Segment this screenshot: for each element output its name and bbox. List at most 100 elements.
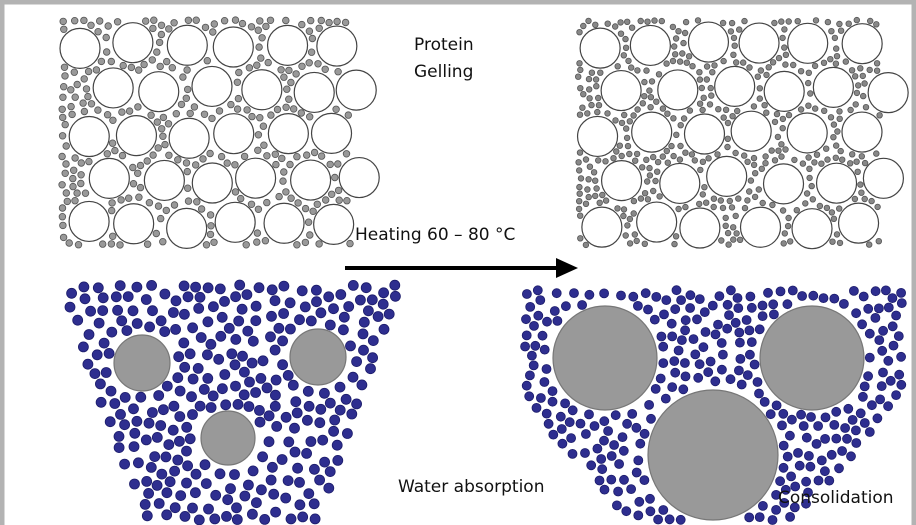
particle [742,316,751,325]
particle [234,79,241,86]
particle [154,119,161,126]
particle [665,111,671,117]
particle [659,342,668,351]
particle [175,386,185,396]
large-particle [93,68,133,108]
particle [66,240,73,247]
particle [217,384,227,394]
particle [734,108,740,114]
particle [231,381,241,391]
particle [700,159,706,165]
large-particle [144,160,184,200]
particle [235,280,245,290]
particle [697,69,703,75]
particle [108,207,115,214]
particle [780,208,786,214]
particle [300,302,310,312]
large-particle [213,27,253,67]
particle [645,197,651,203]
particle [316,25,323,32]
particle [235,95,242,102]
particle [63,190,70,197]
particle [674,132,680,138]
particle [211,490,221,500]
particle [215,284,225,294]
particle [527,351,536,360]
particle [614,487,623,496]
particle [681,372,690,381]
particle [612,24,618,30]
particle [577,61,583,67]
particle [640,429,649,438]
particle [839,299,848,308]
particle [838,148,844,154]
particle [173,110,180,117]
particle [147,280,157,290]
particle [629,292,638,301]
particle [835,464,844,473]
particle [557,425,566,434]
particle [670,24,676,30]
large-particle [741,207,781,247]
particle [290,106,297,113]
particle [827,450,836,459]
particle [316,308,326,318]
particle [631,113,637,119]
particle [745,350,754,359]
particle [199,384,209,394]
particle [782,27,788,33]
particle [107,327,117,337]
particle [832,434,841,443]
particle [657,332,666,341]
particle [595,95,601,101]
particle [136,194,143,201]
particle [672,286,681,295]
particle [647,414,656,423]
particle [262,237,269,244]
particle [576,160,582,166]
particle [536,394,545,403]
particle [721,58,727,64]
particle [586,177,592,183]
large-particle [839,203,879,243]
particle [320,457,330,467]
particle [308,49,315,56]
particle [243,480,253,490]
particle [59,106,66,113]
particle [683,150,689,156]
particle [834,232,840,238]
particle [170,503,180,513]
particle [200,460,210,470]
particle [755,513,764,522]
particle [154,499,164,509]
particle [854,90,860,96]
particle [525,392,534,401]
large-particle [192,66,232,106]
particle [68,87,75,94]
particle [733,150,739,156]
particle [736,354,745,363]
particle [567,434,576,443]
particle [173,455,183,465]
particle [862,160,868,166]
particle [585,290,594,299]
particle [775,134,781,140]
particle [144,241,151,248]
particle [653,178,659,184]
particle [782,231,788,237]
large-particle [582,207,622,247]
particle [325,467,335,477]
particle [75,241,82,248]
particle [657,194,663,200]
particle [888,294,897,303]
particle [62,73,69,80]
particle [152,480,162,490]
particle [733,294,742,303]
particle [150,452,160,462]
particle [103,34,110,41]
particle [160,238,167,245]
particle [612,501,621,510]
particle [758,301,767,310]
particle [355,295,365,305]
particle [548,387,557,396]
